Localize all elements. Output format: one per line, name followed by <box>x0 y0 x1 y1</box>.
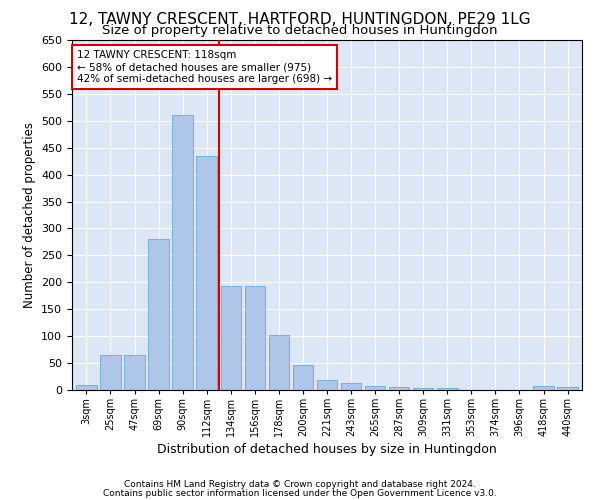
Bar <box>245 286 265 390</box>
Bar <box>557 388 578 390</box>
Bar <box>293 365 313 390</box>
Bar <box>365 386 385 390</box>
Bar <box>437 388 458 390</box>
Bar <box>533 386 554 390</box>
Bar <box>317 380 337 390</box>
Bar <box>413 388 433 390</box>
Text: 12 TAWNY CRESCENT: 118sqm
← 58% of detached houses are smaller (975)
42% of semi: 12 TAWNY CRESCENT: 118sqm ← 58% of detac… <box>77 50 332 84</box>
Y-axis label: Number of detached properties: Number of detached properties <box>23 122 35 308</box>
Bar <box>100 355 121 390</box>
Bar <box>389 388 409 390</box>
Text: 12, TAWNY CRESCENT, HARTFORD, HUNTINGDON, PE29 1LG: 12, TAWNY CRESCENT, HARTFORD, HUNTINGDON… <box>69 12 531 28</box>
Text: Contains HM Land Registry data © Crown copyright and database right 2024.: Contains HM Land Registry data © Crown c… <box>124 480 476 489</box>
Bar <box>124 355 145 390</box>
Bar <box>269 334 289 390</box>
Bar <box>196 156 217 390</box>
Bar <box>172 116 193 390</box>
Text: Size of property relative to detached houses in Huntingdon: Size of property relative to detached ho… <box>102 24 498 37</box>
Bar <box>341 383 361 390</box>
Bar <box>76 384 97 390</box>
X-axis label: Distribution of detached houses by size in Huntingdon: Distribution of detached houses by size … <box>157 444 497 456</box>
Text: Contains public sector information licensed under the Open Government Licence v3: Contains public sector information licen… <box>103 488 497 498</box>
Bar <box>221 286 241 390</box>
Bar <box>148 239 169 390</box>
